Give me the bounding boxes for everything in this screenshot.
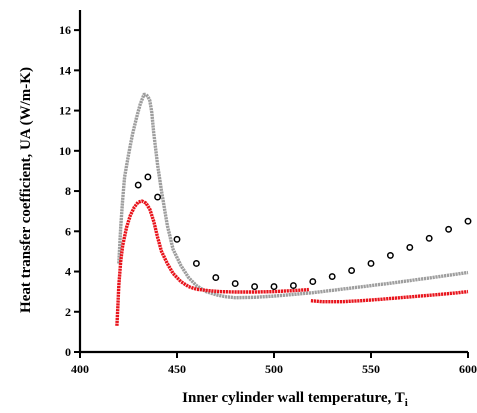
- series-line: [310, 289, 469, 304]
- data-point: [154, 193, 162, 201]
- y-tick-label: 14: [59, 63, 71, 77]
- y-tick-label: 0: [65, 345, 71, 359]
- x-tick-label: 550: [362, 362, 380, 376]
- x-tick-label: 500: [265, 362, 283, 376]
- data-point: [309, 278, 317, 286]
- series-0: [117, 92, 469, 300]
- data-point: [386, 251, 394, 259]
- y-tick-label: 16: [59, 23, 71, 37]
- data-point: [134, 181, 142, 189]
- data-point: [328, 273, 336, 281]
- y-tick-label: 10: [59, 144, 71, 158]
- series-2: [310, 289, 469, 304]
- series-line: [115, 199, 310, 326]
- x-tick-label: 400: [71, 362, 89, 376]
- series-1: [115, 199, 310, 326]
- y-tick-label: 8: [65, 184, 71, 198]
- data-point: [251, 283, 259, 291]
- data-point: [445, 225, 453, 233]
- data-point: [464, 217, 472, 225]
- data-point: [144, 173, 152, 181]
- x-axis-title: Inner cylinder wall temperature, Ti: [182, 390, 408, 409]
- series-3: [134, 173, 472, 291]
- data-point: [289, 282, 297, 290]
- data-point: [406, 243, 414, 251]
- data-point: [231, 280, 239, 288]
- x-tick-label: 450: [168, 362, 186, 376]
- data-point: [348, 267, 356, 274]
- axes-layer: 0 2 4 6 8 10 12 14 16 400 450 500 550 600: [59, 10, 477, 376]
- y-tick-label: 12: [59, 104, 71, 118]
- y-tick-label: 2: [65, 305, 71, 319]
- data-point: [367, 260, 375, 267]
- series-layer: [115, 92, 472, 326]
- data-point: [212, 274, 220, 282]
- series-line: [117, 92, 469, 300]
- data-point: [192, 260, 200, 267]
- y-tick-label: 4: [65, 265, 71, 279]
- y-axis-title: Heat transfer coefficient, UA (W/m-K): [18, 67, 34, 313]
- data-point: [270, 283, 278, 291]
- y-tick-label: 6: [65, 224, 71, 238]
- x-tick-label: 600: [459, 362, 477, 376]
- data-point: [173, 235, 181, 243]
- data-point: [425, 234, 433, 242]
